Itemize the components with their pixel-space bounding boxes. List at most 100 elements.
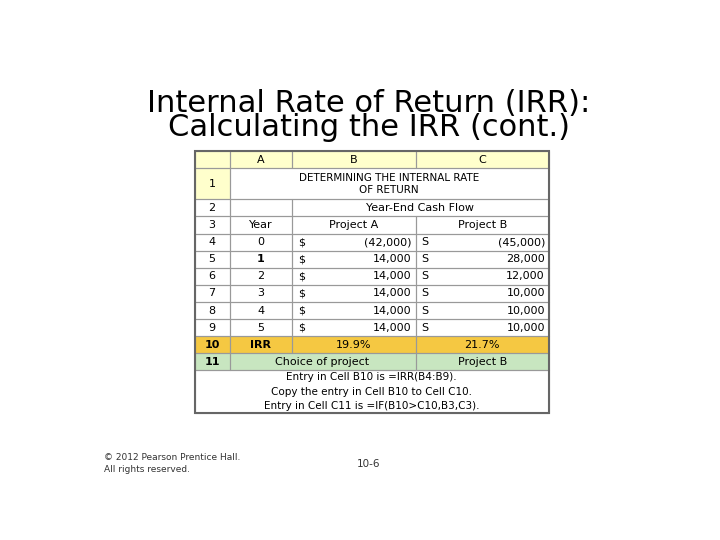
Bar — [415, 302, 549, 319]
Text: 19.9%: 19.9% — [336, 340, 372, 350]
Bar — [230, 336, 292, 353]
Text: 0: 0 — [257, 237, 264, 247]
Bar — [194, 217, 230, 233]
Bar — [292, 319, 415, 336]
Text: 2: 2 — [209, 203, 215, 213]
Text: Project B: Project B — [457, 357, 507, 367]
Text: 14,000: 14,000 — [373, 288, 412, 299]
Text: Project A: Project A — [329, 220, 378, 230]
Text: $: $ — [297, 237, 305, 247]
Bar — [415, 251, 549, 268]
Text: 14,000: 14,000 — [373, 271, 412, 281]
Bar — [230, 233, 292, 251]
Bar — [292, 268, 415, 285]
Bar — [230, 268, 292, 285]
Bar — [292, 151, 415, 168]
Bar — [194, 233, 230, 251]
Bar — [415, 151, 549, 168]
Bar — [292, 217, 415, 233]
Bar — [230, 168, 549, 199]
Bar — [415, 336, 549, 353]
Text: © 2012 Pearson Prentice Hall.
All rights reserved.: © 2012 Pearson Prentice Hall. All rights… — [104, 453, 240, 474]
Text: 10,000: 10,000 — [506, 323, 545, 333]
Bar — [292, 251, 415, 268]
Text: C: C — [478, 154, 486, 165]
Bar — [194, 168, 230, 199]
Bar — [292, 217, 415, 233]
Bar — [194, 251, 230, 268]
Bar — [230, 353, 415, 370]
Bar — [194, 168, 230, 199]
Text: 2: 2 — [257, 271, 264, 281]
Bar — [415, 268, 549, 285]
Text: Calculating the IRR (cont.): Calculating the IRR (cont.) — [168, 113, 570, 143]
Bar — [415, 268, 549, 285]
Bar — [230, 268, 292, 285]
Bar — [230, 285, 292, 302]
Bar — [230, 302, 292, 319]
Bar — [415, 285, 549, 302]
Bar — [194, 217, 230, 233]
Text: 1: 1 — [256, 254, 264, 264]
Text: Choice of project: Choice of project — [276, 357, 369, 367]
Text: 6: 6 — [209, 271, 215, 281]
Bar — [415, 251, 549, 268]
Bar — [194, 336, 230, 353]
Bar — [194, 151, 230, 168]
Bar — [194, 233, 230, 251]
Bar — [194, 336, 230, 353]
Bar — [230, 199, 292, 217]
Bar — [292, 302, 415, 319]
Text: $: $ — [297, 254, 305, 264]
Bar — [415, 336, 549, 353]
Text: S: S — [422, 271, 429, 281]
Text: Year: Year — [248, 220, 272, 230]
Text: 10-6: 10-6 — [357, 458, 381, 469]
Bar — [415, 319, 549, 336]
Bar — [415, 233, 549, 251]
Text: S: S — [422, 237, 429, 247]
Text: $: $ — [297, 306, 305, 315]
Bar — [230, 151, 292, 168]
Text: 12,000: 12,000 — [506, 271, 545, 281]
Bar — [194, 285, 230, 302]
Bar — [230, 319, 292, 336]
Bar — [415, 233, 549, 251]
Text: 14,000: 14,000 — [373, 254, 412, 264]
Text: 5: 5 — [257, 323, 264, 333]
Text: 5: 5 — [209, 254, 215, 264]
Text: 10,000: 10,000 — [506, 288, 545, 299]
Text: 3: 3 — [257, 288, 264, 299]
Bar — [230, 319, 292, 336]
Bar — [292, 336, 415, 353]
Bar — [230, 336, 292, 353]
Text: Entry in Cell B10 is =IRR(B4:B9).
Copy the entry in Cell B10 to Cell C10.
Entry : Entry in Cell B10 is =IRR(B4:B9). Copy t… — [264, 372, 480, 411]
Text: Internal Rate of Return (IRR):: Internal Rate of Return (IRR): — [148, 89, 590, 118]
Bar — [292, 199, 549, 217]
Text: 14,000: 14,000 — [373, 306, 412, 315]
Bar — [194, 251, 230, 268]
Text: $: $ — [297, 288, 305, 299]
Text: 1: 1 — [209, 179, 215, 188]
Bar — [230, 302, 292, 319]
Bar — [230, 151, 292, 168]
Text: (45,000): (45,000) — [498, 237, 545, 247]
Text: Year-End Cash Flow: Year-End Cash Flow — [366, 203, 474, 213]
Bar — [415, 319, 549, 336]
Text: 4: 4 — [257, 306, 264, 315]
Text: Project B: Project B — [457, 220, 507, 230]
Bar — [194, 302, 230, 319]
Bar — [194, 199, 230, 217]
Text: 10,000: 10,000 — [506, 306, 545, 315]
Bar — [230, 251, 292, 268]
Bar — [292, 319, 415, 336]
Bar — [194, 151, 549, 413]
Bar — [292, 336, 415, 353]
Bar — [415, 285, 549, 302]
Bar — [292, 302, 415, 319]
Bar — [230, 233, 292, 251]
Bar — [292, 251, 415, 268]
Text: S: S — [422, 306, 429, 315]
Bar — [415, 217, 549, 233]
Text: $: $ — [297, 323, 305, 333]
